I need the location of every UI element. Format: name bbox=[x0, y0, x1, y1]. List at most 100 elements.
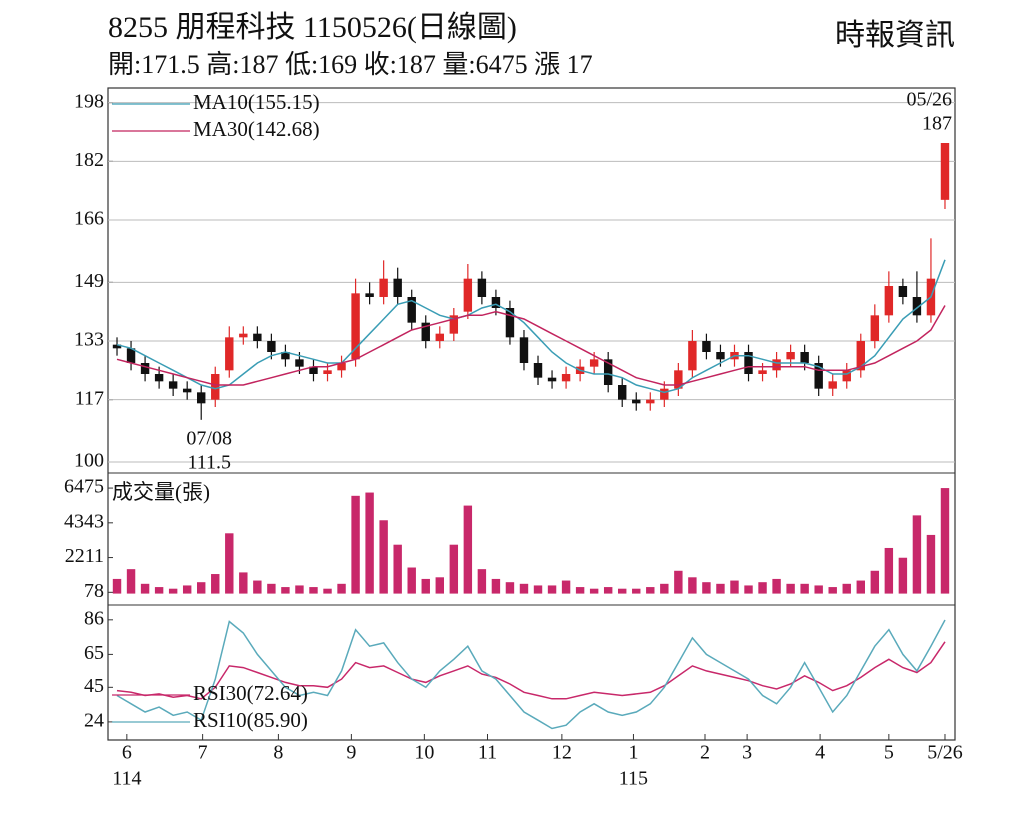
candle-body bbox=[519, 337, 529, 363]
x-tick-label: 4 bbox=[815, 742, 825, 764]
volume-bar bbox=[688, 577, 697, 594]
volume-bar bbox=[533, 585, 543, 594]
volume-bar bbox=[295, 585, 304, 594]
volume-bar bbox=[435, 577, 444, 594]
candle-body bbox=[646, 399, 655, 404]
candle-body bbox=[182, 388, 192, 393]
x-tick-label: 11 bbox=[478, 742, 497, 764]
volume-bar bbox=[828, 587, 837, 594]
candle-body bbox=[211, 374, 220, 400]
volume-bar bbox=[702, 582, 711, 594]
x-tick-label: 9 bbox=[346, 742, 356, 764]
candle-body bbox=[744, 352, 753, 374]
candle-body bbox=[253, 333, 262, 341]
legend-label: RSI30(72.64) bbox=[193, 681, 308, 705]
series-line bbox=[116, 619, 946, 730]
volume-bar bbox=[225, 533, 234, 594]
volume-bar bbox=[463, 505, 473, 594]
candle-body bbox=[197, 392, 206, 404]
candle-body bbox=[168, 381, 178, 389]
volume-bar bbox=[477, 569, 487, 594]
series-line bbox=[116, 305, 946, 386]
volume-bar bbox=[505, 582, 515, 594]
candle-body bbox=[632, 399, 641, 404]
volume-bar bbox=[407, 567, 416, 594]
legend-label: MA30(142.68) bbox=[193, 117, 320, 141]
candle-body bbox=[126, 348, 136, 363]
volume-bar bbox=[660, 583, 669, 594]
candle-body bbox=[940, 143, 950, 200]
volume-bar bbox=[884, 547, 894, 594]
y-tick-label: 117 bbox=[75, 387, 104, 409]
y-tick-label: 45 bbox=[84, 675, 104, 697]
candle-body bbox=[267, 341, 276, 352]
x-tick-label: 7 bbox=[198, 742, 208, 764]
y-tick-label: 78 bbox=[84, 580, 104, 602]
volume-bar bbox=[870, 570, 880, 594]
volume-bar bbox=[814, 585, 823, 594]
y-tick-label: 24 bbox=[84, 709, 104, 731]
volume-bar bbox=[365, 492, 374, 594]
candle-body bbox=[449, 315, 459, 334]
candle-body bbox=[407, 297, 416, 323]
volume-bar bbox=[421, 578, 430, 594]
volume-bar bbox=[211, 574, 220, 594]
candle-body bbox=[379, 278, 388, 297]
y-tick-label: 149 bbox=[74, 270, 104, 292]
y-tick-label: 198 bbox=[74, 90, 104, 112]
candle-body bbox=[477, 278, 487, 297]
x-tick-label: 8 bbox=[273, 742, 283, 764]
volume-bar bbox=[772, 578, 781, 594]
source: 時報資訊 bbox=[835, 19, 955, 52]
volume-bar bbox=[323, 588, 332, 594]
y-tick-label: 166 bbox=[74, 208, 104, 230]
volume-bar bbox=[674, 570, 683, 594]
volume-bar bbox=[632, 588, 641, 594]
y-tick-label: 6475 bbox=[64, 476, 104, 498]
y-tick-label: 2211 bbox=[65, 545, 104, 567]
volume-bar bbox=[716, 583, 725, 594]
candle-body bbox=[618, 385, 627, 400]
x-tick-label: 10 bbox=[414, 742, 434, 764]
legend-label: 成交量(張) bbox=[112, 480, 210, 504]
x-tick-label: 5 bbox=[884, 742, 894, 764]
volume-bar bbox=[758, 582, 767, 594]
candle-body bbox=[603, 359, 613, 385]
volume-bar bbox=[786, 583, 795, 594]
candle-body bbox=[842, 370, 851, 382]
volume-bar bbox=[940, 488, 950, 594]
candle-body bbox=[295, 359, 304, 367]
volume-bar bbox=[197, 582, 206, 594]
volume-bar bbox=[744, 585, 753, 594]
candle-body bbox=[884, 286, 894, 316]
volume-bar bbox=[618, 588, 627, 594]
volume-bar bbox=[112, 578, 122, 594]
x-tick-label: 12 bbox=[552, 742, 572, 764]
x-tick-label: 2 bbox=[700, 742, 710, 764]
candle-body bbox=[533, 363, 543, 378]
candle-body bbox=[547, 377, 557, 382]
year-label: 115 bbox=[619, 768, 648, 790]
y-tick-label: 65 bbox=[84, 642, 104, 664]
candle-body bbox=[491, 297, 501, 308]
annotation-value: 187 bbox=[922, 113, 952, 135]
candle-body bbox=[561, 374, 571, 382]
candle-body bbox=[435, 333, 444, 341]
x-tick-label: 5/26 bbox=[927, 742, 963, 764]
x-tick-label: 1 bbox=[628, 742, 638, 764]
volume-bar bbox=[337, 583, 346, 594]
quote: 開:171.5 高:187 低:169 收:187 量:6475 漲 17 bbox=[108, 50, 593, 79]
candle-body bbox=[421, 322, 430, 341]
y-tick-label: 133 bbox=[74, 329, 104, 351]
volume-bar bbox=[898, 557, 908, 594]
candle-body bbox=[898, 286, 908, 297]
volume-bar bbox=[393, 544, 402, 594]
candle-body bbox=[154, 374, 164, 382]
series-line bbox=[116, 259, 946, 394]
candle-body bbox=[870, 315, 880, 341]
volume-bar bbox=[449, 544, 459, 594]
volume-bar bbox=[126, 569, 136, 594]
volume-bar bbox=[140, 583, 150, 594]
x-tick-label: 3 bbox=[742, 742, 752, 764]
